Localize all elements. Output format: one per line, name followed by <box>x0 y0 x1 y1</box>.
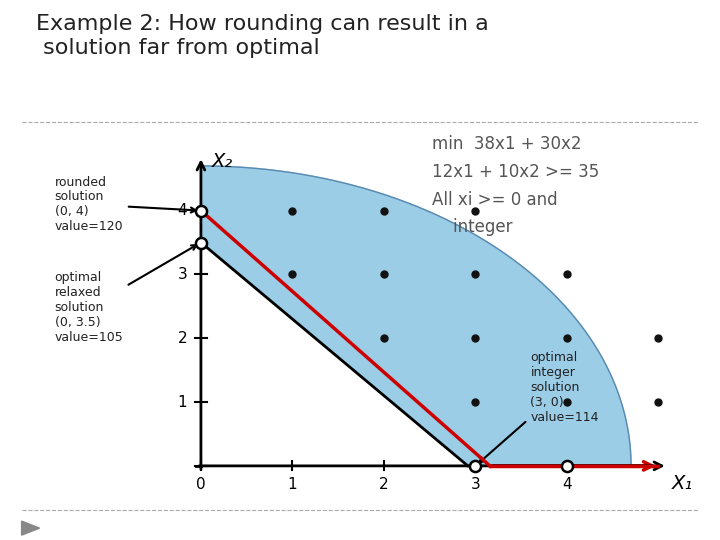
Text: 1: 1 <box>287 477 297 492</box>
Text: optimal
integer
solution
(3, 0)
value=114: optimal integer solution (3, 0) value=11… <box>480 351 599 462</box>
Text: min  38x1 + 30x2
12x1 + 10x2 >= 35
All xi >= 0 and
    integer: min 38x1 + 30x2 12x1 + 10x2 >= 35 All xi… <box>432 135 599 237</box>
Text: 3: 3 <box>177 267 187 282</box>
Text: 4: 4 <box>178 203 187 218</box>
Text: X₁: X₁ <box>672 474 693 492</box>
Polygon shape <box>201 166 631 466</box>
Text: 4: 4 <box>562 477 572 492</box>
Text: 2: 2 <box>178 330 187 346</box>
Text: X₂: X₂ <box>212 152 233 171</box>
Text: 2: 2 <box>379 477 389 492</box>
Text: Example 2: How rounding can result in a
 solution far from optimal: Example 2: How rounding can result in a … <box>36 14 489 57</box>
Text: 3: 3 <box>471 477 480 492</box>
Text: optimal
relaxed
solution
(0, 3.5)
value=105: optimal relaxed solution (0, 3.5) value=… <box>55 245 197 344</box>
Text: 0: 0 <box>196 477 206 492</box>
Text: rounded
solution
(0, 4)
value=120: rounded solution (0, 4) value=120 <box>55 176 196 233</box>
Text: 1: 1 <box>178 395 187 409</box>
